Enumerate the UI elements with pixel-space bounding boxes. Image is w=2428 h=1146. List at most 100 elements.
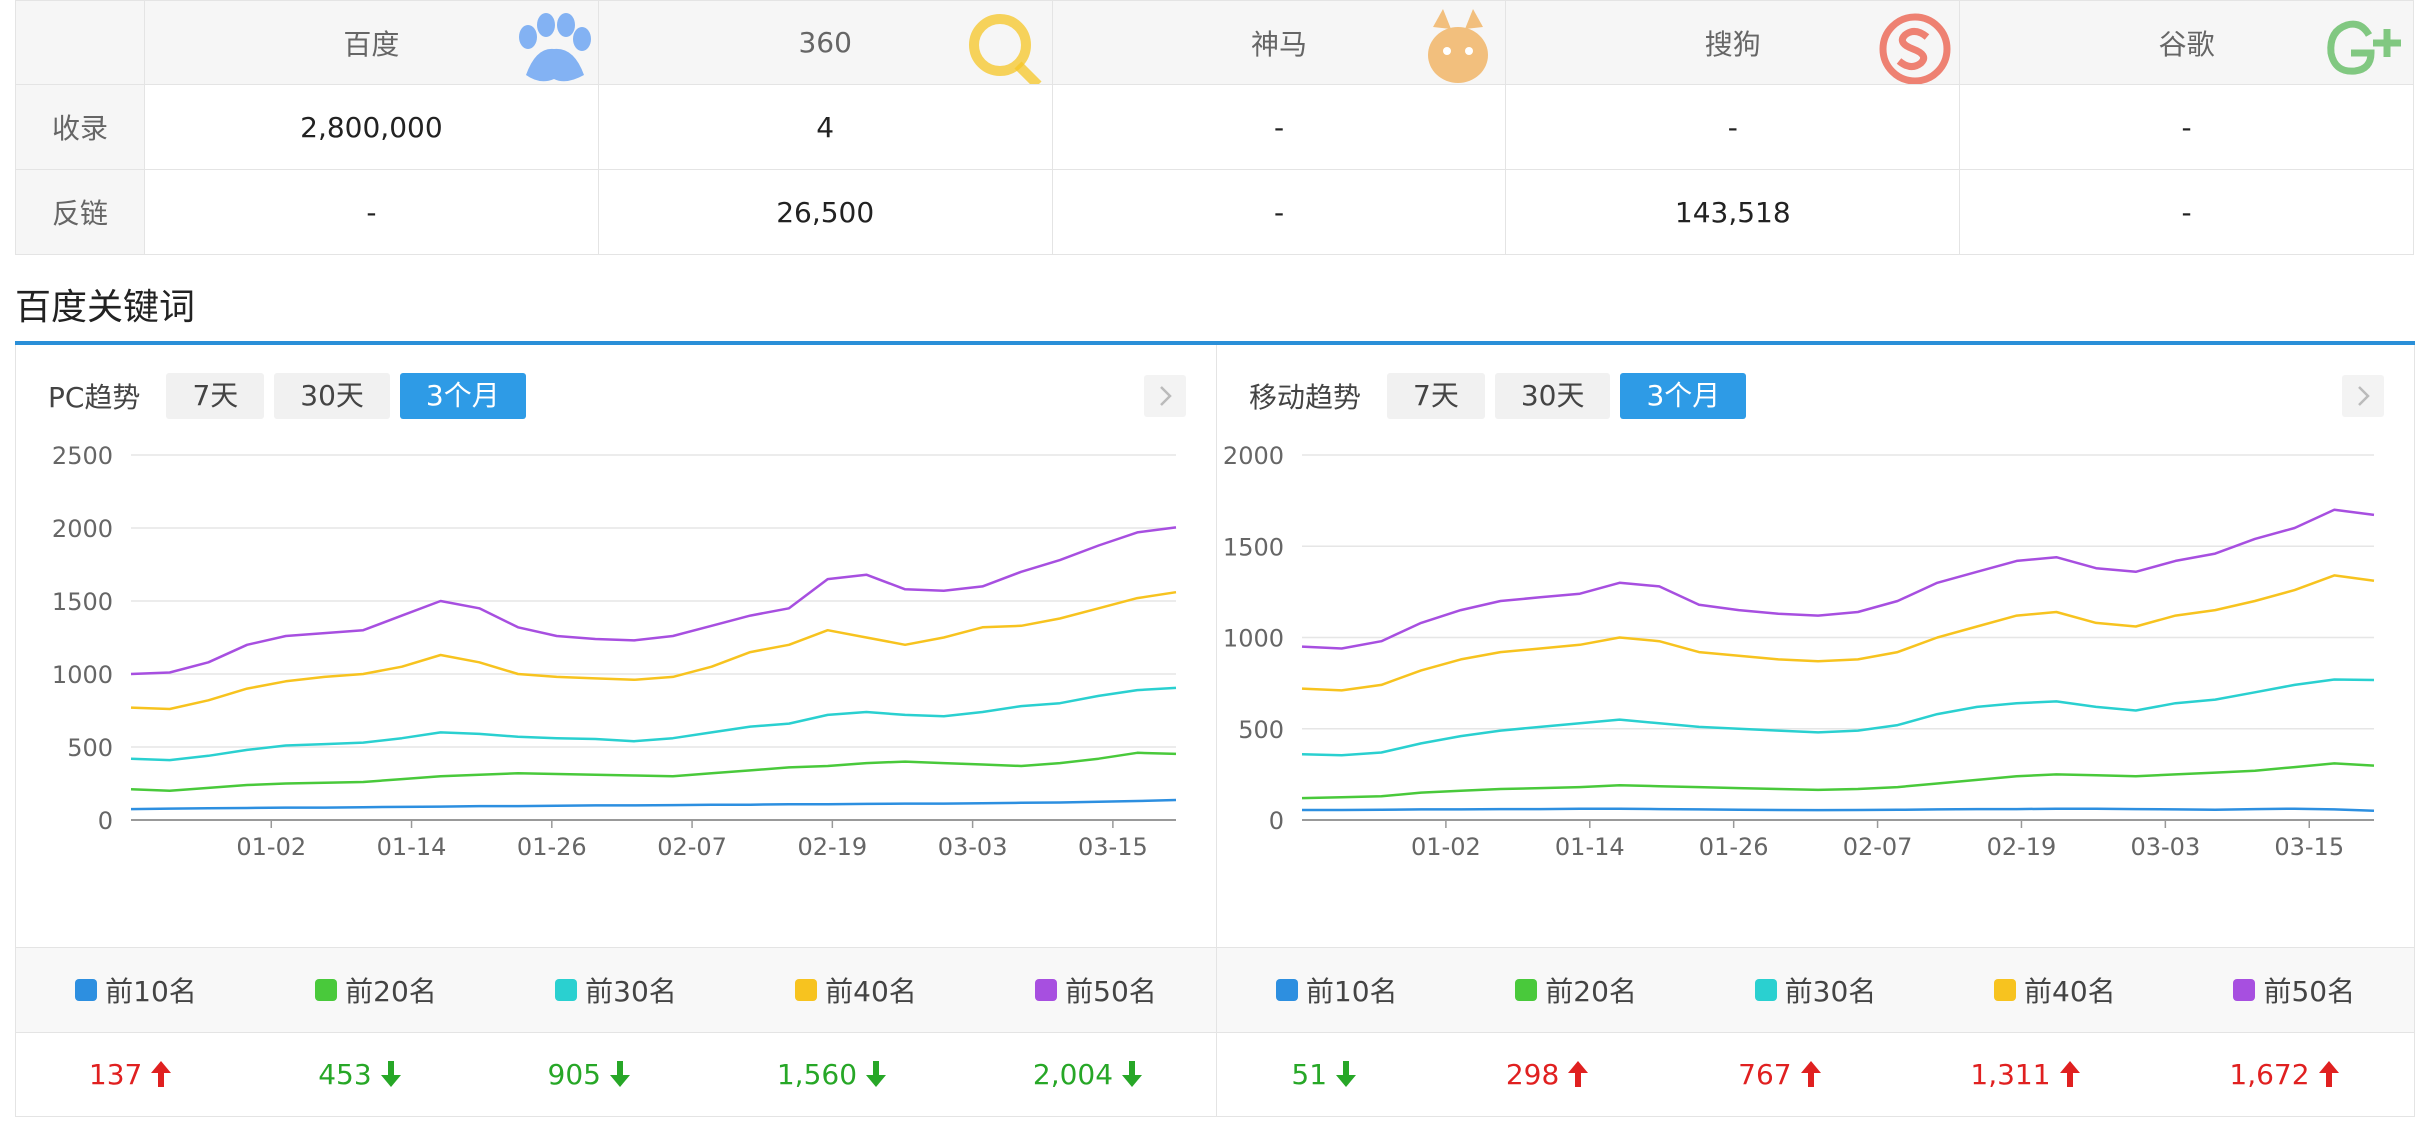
cell-shenma: - (1051, 169, 1507, 255)
x-tick-label: 03-15 (2274, 833, 2344, 861)
x-tick-label: 02-19 (1987, 833, 2057, 861)
rank-value: 2,004 (1033, 1058, 1143, 1091)
360-search-icon (968, 14, 1042, 84)
legend-label: 前40名 (2024, 975, 2116, 1008)
cell-360: 26,500 (597, 169, 1053, 255)
legend-label: 前10名 (105, 975, 197, 1008)
x-tick-label: 01-02 (236, 833, 306, 861)
x-tick-label: 02-07 (657, 833, 727, 861)
y-tick-label: 1000 (1223, 625, 1284, 653)
mobile-next-button[interactable] (2342, 375, 2384, 417)
arrow-up-icon (1568, 1061, 1589, 1087)
chevron-right-icon (1160, 386, 1172, 406)
legend-label: 前30名 (1784, 975, 1877, 1008)
rank-value-text: 905 (547, 1057, 601, 1091)
row-label: 收录 (15, 84, 145, 170)
baidu-paw-icon (518, 13, 591, 82)
legend-label: 前50名 (2263, 975, 2356, 1008)
x-tick-label: 01-14 (377, 833, 447, 861)
cell-sogou: 143,518 (1505, 169, 1961, 255)
x-tick-label: 02-19 (797, 833, 867, 861)
y-tick-label: 500 (1238, 716, 1284, 744)
legend-label: 前50名 (1065, 975, 1157, 1008)
rank-value: 767 (1738, 1058, 1821, 1091)
google-plus-icon (2327, 20, 2401, 75)
rank-value: 1,311 (1970, 1058, 2080, 1091)
rank-value: 298 (1506, 1058, 1589, 1091)
pc-range-7d-button[interactable]: 7天 (166, 373, 265, 419)
rank-value-text: 1,672 (2229, 1057, 2310, 1091)
legend-item[interactable]: 前50名 (1035, 970, 1157, 1010)
rank-value: 453 (318, 1058, 401, 1091)
engine-row-indexed: 收录 2,800,000 4 - - - (15, 84, 2414, 170)
mobile-line-chart: 0 500 1000 1500 2000 01-02 01-14 01-26 02-07 02-1… (1223, 442, 2375, 861)
engine-name: 360 (798, 26, 852, 59)
y-tick-label: 0 (98, 807, 113, 835)
legend-item[interactable]: 前30名 (1754, 970, 1877, 1010)
cell-google: - (1959, 84, 2414, 170)
cell-360: 4 (597, 84, 1053, 170)
engine-row-backlinks: 反链 - 26,500 - 143,518 - (15, 169, 2414, 255)
cell-baidu: 2,800,000 (144, 84, 599, 170)
mobile-range-3m-button[interactable]: 3个月 (1620, 373, 1747, 419)
engine-header-shenma: 神马 (1051, 0, 1507, 85)
legend-item[interactable]: 前50名 (2233, 970, 2355, 1010)
legend-swatch (795, 979, 818, 1001)
series-line-4 (130, 590, 1177, 711)
section-divider (15, 341, 2415, 345)
x-tick-label: 01-14 (1555, 833, 1625, 861)
x-tick-label: 02-07 (1843, 833, 1913, 861)
engine-header-blank (15, 0, 145, 85)
legend-item[interactable]: 前20名 (1515, 970, 1637, 1010)
legend-swatch (1994, 979, 2017, 1001)
pc-next-button[interactable] (1144, 375, 1186, 417)
legend-item[interactable]: 前10名 (1275, 970, 1398, 1010)
rank-value-text: 453 (318, 1057, 372, 1091)
legend-swatch (1754, 979, 1777, 1001)
engine-name: 百度 (343, 27, 400, 61)
engine-table: 百度 360 神马 (15, 0, 2414, 255)
legend-item[interactable]: 前40名 (795, 970, 917, 1010)
pc-range-3m-button[interactable]: 3个月 (399, 373, 526, 419)
series-line-1 (1302, 807, 2375, 812)
y-tick-label: 1000 (52, 661, 113, 689)
x-tick-label: 03-03 (938, 833, 1008, 861)
mobile-trend-label: 移动趋势 (1249, 381, 1362, 414)
y-tick-label: 0 (1269, 807, 1284, 835)
legend-item[interactable]: 前30名 (555, 970, 677, 1010)
mobile-range-30d-button[interactable]: 30天 (1494, 373, 1611, 419)
rank-value: 905 (548, 1058, 631, 1091)
pc-range-30d-button[interactable]: 30天 (274, 373, 390, 419)
arrow-down-icon (1122, 1061, 1143, 1087)
y-tick-label: 2000 (52, 515, 113, 543)
sogou-s-icon (1879, 13, 1951, 84)
pc-values-row: 137 453 905 1,560 2,004 (16, 1031, 1216, 1117)
arrow-up-icon (2059, 1061, 2080, 1087)
engine-header-row: 百度 360 神马 (15, 0, 2414, 85)
legend-item[interactable]: 前20名 (315, 970, 437, 1010)
mobile-trend-panel: 移动趋势 7天 30天 3个月 0 500 1000 1500 2000 01-02 01-… (1216, 345, 2415, 1117)
rank-value-text: 1,311 (1970, 1057, 2051, 1091)
rank-value-text: 298 (1505, 1057, 1560, 1091)
rank-value-text: 51 (1291, 1057, 1328, 1091)
chevron-right-icon (2358, 386, 2370, 406)
arrow-up-icon (151, 1061, 172, 1087)
mobile-range-7d-button[interactable]: 7天 (1387, 373, 1485, 419)
cell-shenma: - (1051, 84, 1507, 170)
shenma-alpaca-icon (1428, 9, 1489, 83)
series-line-5 (130, 526, 1177, 676)
legend-item[interactable]: 前10名 (75, 970, 197, 1010)
cell-google: - (1959, 169, 2414, 255)
series-line-4 (1301, 574, 2375, 692)
mobile-legend: 前10名 前20名 前30名 前40名 前50名 (1217, 947, 2414, 1033)
series-line-2 (1301, 762, 2375, 800)
pc-legend: 前10名 前20名 前30名 前40名 前50名 (16, 947, 1216, 1033)
legend-label: 前40名 (825, 975, 917, 1008)
engine-header-baidu: 百度 (144, 0, 599, 85)
legend-swatch (75, 979, 98, 1001)
cell-sogou: - (1505, 84, 1961, 170)
pc-line-chart: 0 500 1000 1500 2000 2500 01-02 01-14 01-26 02-07… (52, 442, 1177, 861)
legend-item[interactable]: 前40名 (1994, 970, 2116, 1010)
arrow-down-icon (380, 1061, 401, 1087)
x-tick-label: 01-26 (1699, 833, 1769, 861)
